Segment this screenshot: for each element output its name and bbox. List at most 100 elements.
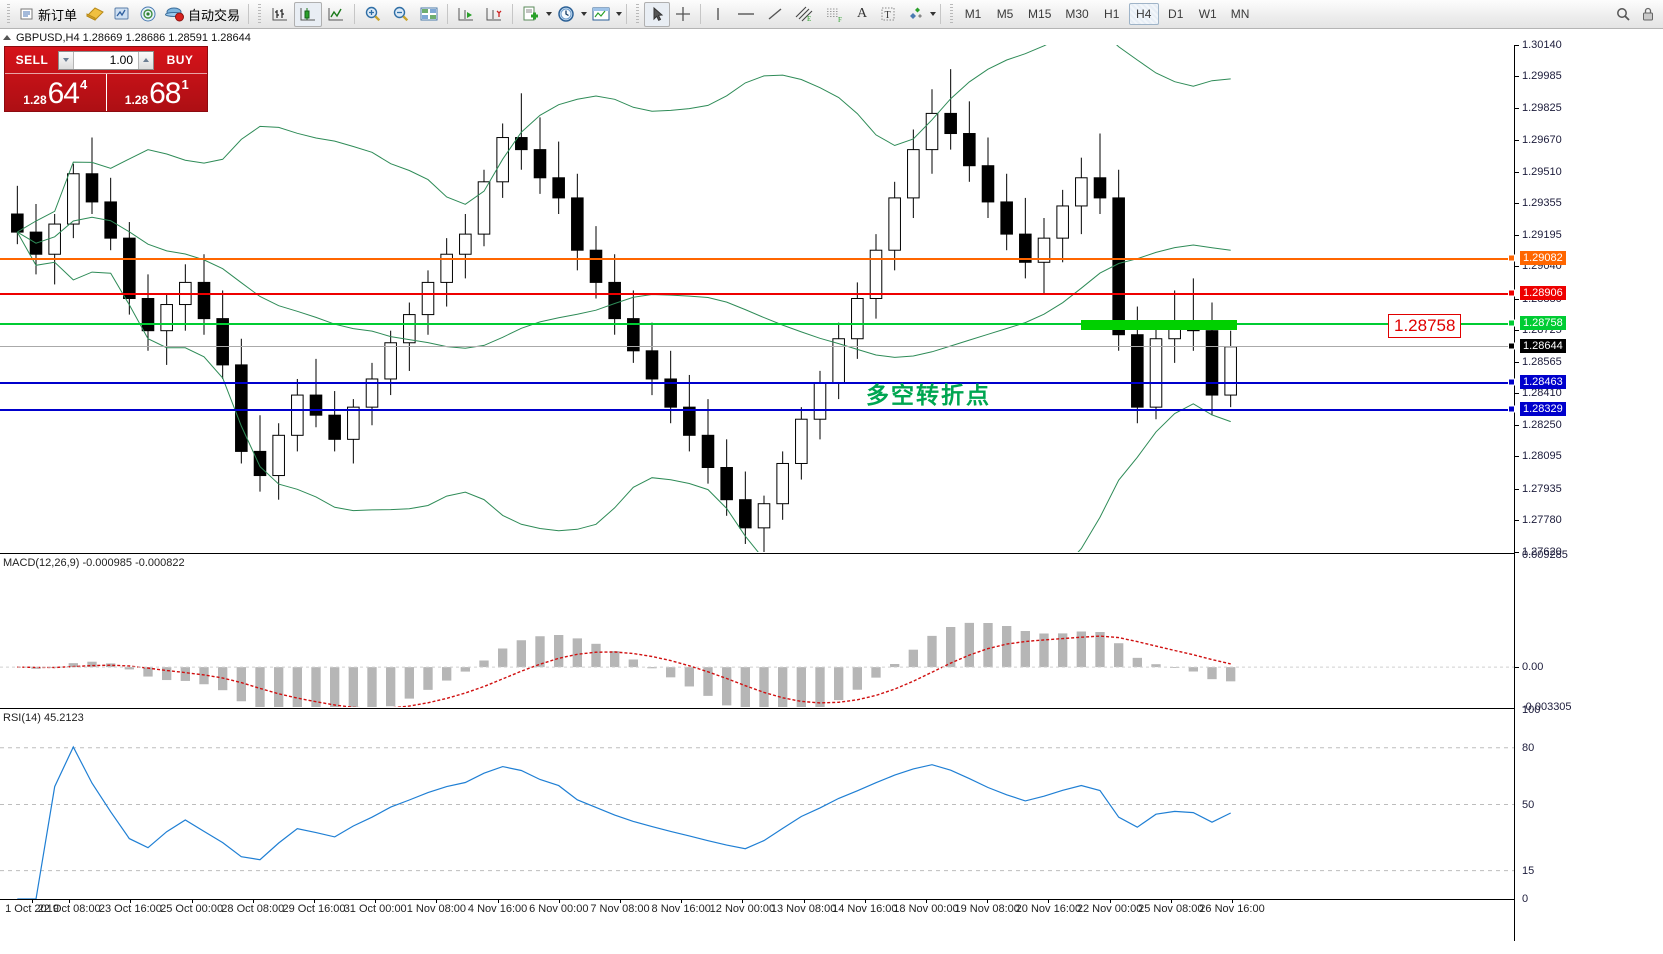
- rsi-chart-canvas[interactable]: [0, 710, 1514, 900]
- price-tag-1-29082[interactable]: 1.29082: [1520, 250, 1566, 265]
- price-axis[interactable]: 1.30140 1.29985 1.29825 1.29670 1.29510 1.293…: [1508, 39, 1663, 954]
- sell-price-fraction: 4: [80, 77, 88, 92]
- oct-top-row: SELL 1.00 BUY: [5, 47, 207, 73]
- chart-shift-button[interactable]: [480, 2, 508, 27]
- timeframe-m15[interactable]: M15: [1028, 7, 1052, 21]
- rsi-pane[interactable]: RSI(14) 45.2123: [0, 710, 1514, 900]
- zoom-in-icon: [365, 6, 381, 22]
- time-axis[interactable]: 1 Oct 2019 22 Oct 08:00 23 Oct 16:00 25 Oct…: [0, 899, 1514, 927]
- horizontal-level-line[interactable]: [0, 409, 1514, 412]
- scroll-end-button[interactable]: [452, 2, 480, 27]
- toolbar-grip-4[interactable]: [948, 4, 956, 24]
- price-tag-1-28758-handle[interactable]: [1508, 319, 1515, 327]
- templates-dropdown-arrow[interactable]: [616, 12, 623, 16]
- volume-stepper[interactable]: 1.00: [58, 50, 154, 70]
- timeframe-m5[interactable]: M5: [996, 7, 1014, 21]
- price-tag-1-28329-handle[interactable]: [1508, 405, 1515, 413]
- zoom-in-button[interactable]: [359, 2, 387, 27]
- buy-price-display[interactable]: 1.28 68 1: [105, 74, 208, 111]
- equidistant-channel-button[interactable]: E: [789, 2, 819, 27]
- price-tick-label: 1.28410: [1522, 387, 1562, 400]
- price-tag-1-28906[interactable]: 1.28906: [1520, 286, 1566, 301]
- templates-button[interactable]: [587, 2, 615, 27]
- add-indicator-button[interactable]: [517, 2, 545, 27]
- axis-tick: [1515, 235, 1519, 237]
- books-button[interactable]: [81, 2, 109, 27]
- price-tag-1-28329[interactable]: 1.28329: [1520, 402, 1566, 417]
- horizontal-level-line[interactable]: [0, 257, 1514, 260]
- toolbar-grip-2[interactable]: [256, 4, 264, 24]
- timeframe-w1[interactable]: W1: [1198, 7, 1217, 21]
- price-tag-1-28906-handle[interactable]: [1508, 289, 1515, 297]
- bar-chart-button[interactable]: [266, 2, 294, 27]
- timeframe-m1[interactable]: M1: [964, 7, 982, 21]
- price-tag-1-29082-handle[interactable]: [1508, 254, 1515, 262]
- time-tick-label: 29 Oct 16:00: [282, 903, 346, 915]
- volume-increase-button[interactable]: [138, 51, 153, 69]
- time-tick: [987, 900, 989, 903]
- candlestick-chart-button[interactable]: [294, 1, 323, 27]
- horizontal-level-line[interactable]: [0, 323, 1514, 326]
- time-tick-label: 23 Oct 16:00: [98, 903, 162, 915]
- buy-button[interactable]: BUY: [166, 53, 194, 67]
- axis-tick: [1515, 329, 1519, 331]
- price-tag-1-28644-handle[interactable]: [1508, 342, 1515, 350]
- axis-tick: [1515, 519, 1519, 521]
- toolbar-grip-3[interactable]: [634, 4, 642, 24]
- time-tick: [497, 900, 499, 903]
- timeframe-m30[interactable]: M30: [1065, 7, 1089, 21]
- zoom-out-button[interactable]: [387, 2, 415, 27]
- trendline-button[interactable]: [761, 2, 789, 27]
- new-order-button[interactable]: 新订单: [15, 2, 81, 27]
- axis-tick: [1515, 139, 1519, 141]
- text-button[interactable]: A: [849, 2, 875, 27]
- main-toolbar: 新订单 自动交易: [0, 0, 1663, 29]
- line-chart-button[interactable]: [322, 2, 350, 27]
- fibonacci-button[interactable]: F: [819, 2, 849, 27]
- axis-tick: [1515, 425, 1519, 427]
- toolbar-grip[interactable]: [5, 4, 12, 24]
- text-label-button[interactable]: T: [875, 2, 901, 27]
- price-tag-1-28644[interactable]: 1.28644: [1520, 338, 1566, 353]
- price-tag-1-28758[interactable]: 1.28758: [1520, 316, 1566, 331]
- svg-text:F: F: [838, 16, 842, 23]
- price-tag-1-28463[interactable]: 1.28463: [1520, 375, 1566, 390]
- chart-area[interactable]: 多空转折点 1.28758 MACD(12,26,9) -0.000985 -0…: [0, 27, 1663, 954]
- timeframe-h4[interactable]: H4: [1128, 3, 1159, 25]
- price-tag-1-28463-handle[interactable]: [1508, 378, 1515, 386]
- volume-input[interactable]: 1.00: [109, 53, 133, 67]
- terminal-button[interactable]: [109, 2, 135, 27]
- navigator-button[interactable]: [135, 2, 161, 27]
- navigator-icon: [140, 6, 156, 22]
- macd-pane[interactable]: MACD(12,26,9) -0.000985 -0.000822: [0, 555, 1514, 720]
- horizontal-level-line[interactable]: [0, 382, 1514, 385]
- timeframe-mn[interactable]: MN: [1230, 7, 1250, 21]
- data-window-button[interactable]: [415, 2, 443, 27]
- time-tick-label: 4 Nov 16:00: [467, 903, 528, 915]
- period-dropdown-arrow[interactable]: [581, 12, 588, 16]
- period-button[interactable]: [552, 2, 580, 27]
- price-chart-canvas[interactable]: [0, 27, 1514, 600]
- search-icon[interactable]: [1615, 6, 1631, 22]
- horizontal-level-line[interactable]: [0, 293, 1514, 296]
- macd-chart-canvas[interactable]: [0, 555, 1514, 720]
- timeframe-d1[interactable]: D1: [1168, 7, 1184, 21]
- price-pane[interactable]: 多空转折点 1.28758: [0, 27, 1514, 600]
- add-indicator-dropdown-arrow[interactable]: [546, 12, 553, 16]
- scroll-end-icon: [458, 8, 474, 21]
- objects-button[interactable]: [901, 2, 929, 27]
- sell-button[interactable]: SELL: [15, 53, 49, 67]
- lock-icon[interactable]: [1641, 6, 1655, 22]
- volume-decrease-button[interactable]: [59, 51, 74, 69]
- crosshair-button[interactable]: [670, 2, 696, 27]
- collapse-caret-icon[interactable]: [3, 35, 11, 40]
- timeframe-h1[interactable]: H1: [1104, 7, 1120, 21]
- cursor-button[interactable]: [644, 1, 671, 27]
- horizontal-level-line[interactable]: [0, 345, 1514, 347]
- time-tick: [681, 900, 683, 903]
- objects-dropdown-arrow[interactable]: [930, 12, 937, 16]
- expert-advisor-button[interactable]: 自动交易: [161, 2, 244, 27]
- sell-price-display[interactable]: 1.28 64 4: [5, 74, 106, 111]
- horizontal-line-button[interactable]: [731, 2, 761, 27]
- vertical-line-button[interactable]: [705, 2, 731, 27]
